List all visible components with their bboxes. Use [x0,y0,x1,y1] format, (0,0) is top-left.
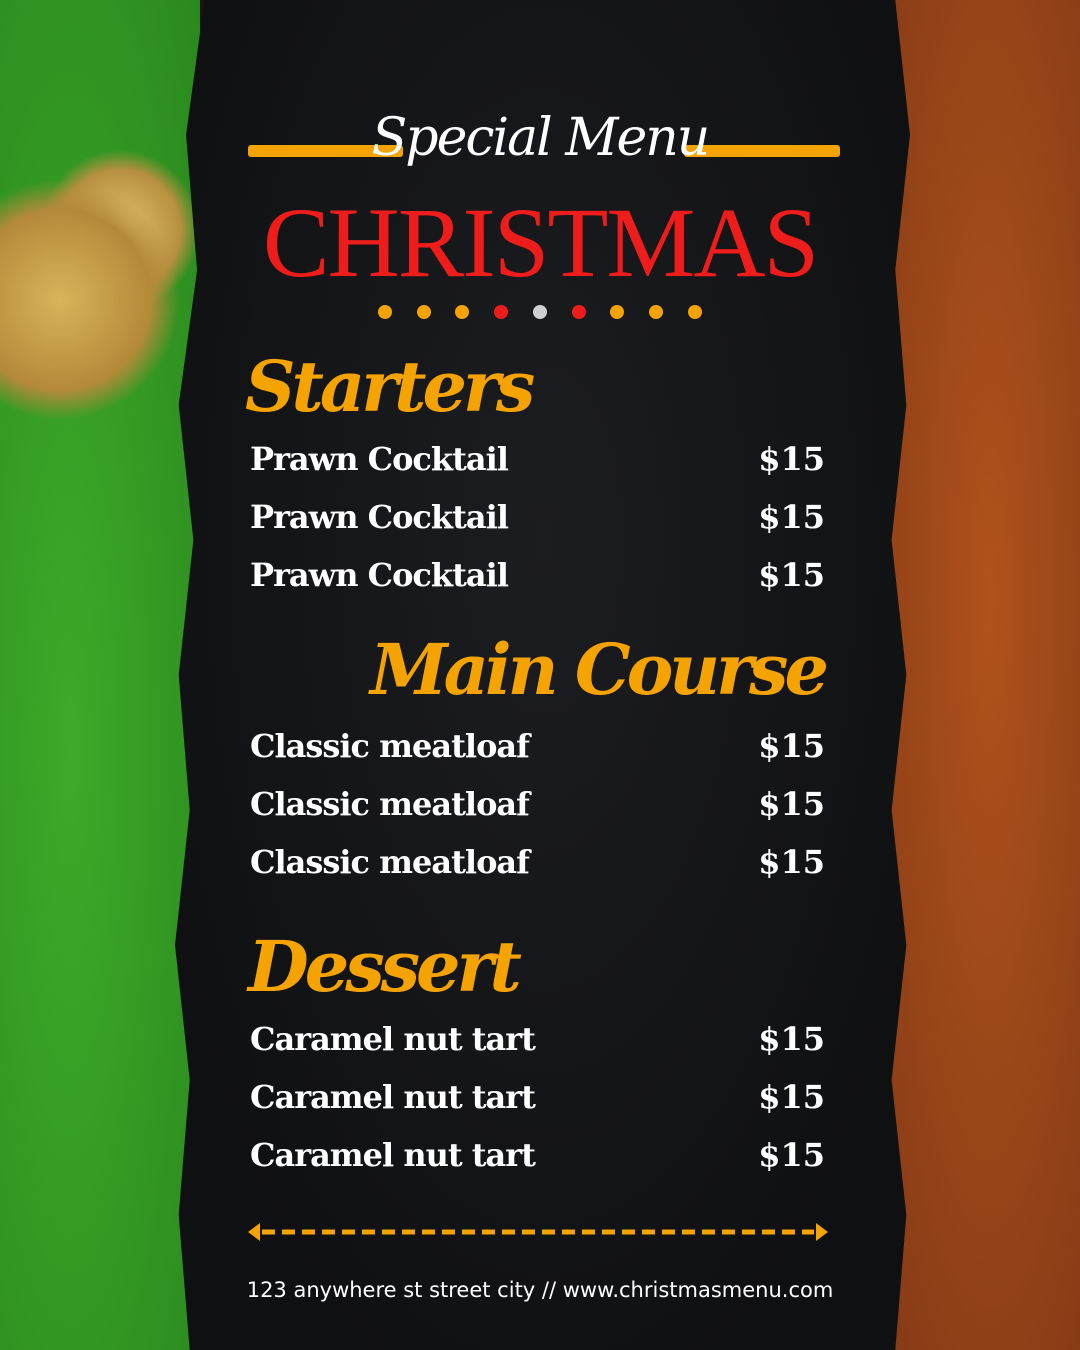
menu-item-price: $15 [758,1020,825,1058]
menu-item-price: $15 [758,440,825,478]
menu-item-name: Classic meatloaf [250,843,530,881]
menu-item-price: $15 [758,1078,825,1116]
dot [571,305,586,319]
menu-item-name: Prawn Cocktail [250,556,509,594]
menu-item-name: Classic meatloaf [250,785,530,823]
double-arrow-divider [248,1223,828,1241]
dot [494,305,509,319]
dot [648,305,663,319]
dot [532,305,547,319]
dot [378,305,392,319]
menu-item-name: Caramel nut tart [250,1136,536,1174]
section-title-dessert: Dessert [248,925,522,1008]
dot [455,305,470,319]
menu-item-name: Prawn Cocktail [250,498,509,536]
section-title-main-course: Main Course [370,628,829,711]
page-title: CHRISTMAS [262,187,819,298]
menu-item-price: $15 [758,498,825,536]
menu-panel [175,0,910,1350]
accent-bar-left [248,145,403,157]
menu-item-price: $15 [758,785,825,823]
menu-item-price: $15 [758,727,825,765]
menu-item-name: Caramel nut tart [250,1078,536,1116]
menu-item-name: Prawn Cocktail [250,440,509,478]
section-title-starters: Starters [245,345,535,428]
footer-address: 123 anywhere st street city // www.chris… [246,1278,834,1302]
menu-item-name: Caramel nut tart [250,1020,536,1058]
food-photo-left [0,0,200,1350]
accent-bar-right [684,145,840,157]
menu-item-price: $15 [758,1136,825,1174]
dot [416,305,431,319]
dot [687,305,702,319]
menu-item-name: Classic meatloaf [250,727,530,765]
menu-item-price: $15 [758,556,825,594]
dot [610,305,625,319]
menu-item-price: $15 [758,843,825,881]
subtitle: Special Menu [371,108,711,168]
